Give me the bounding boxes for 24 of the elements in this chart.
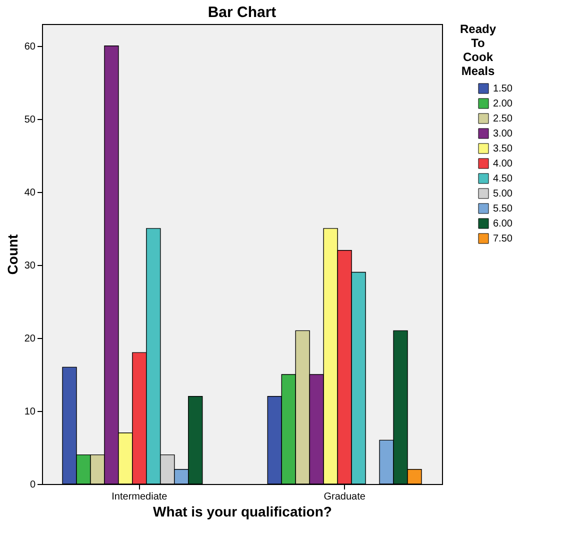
y-axis-title: Count <box>4 234 20 275</box>
legend-label: 6.00 <box>493 218 513 230</box>
legend-label: 5.50 <box>493 204 513 214</box>
y-tick-label: 60 <box>24 41 36 52</box>
legend-title: Ready To Cook Meals <box>460 22 496 78</box>
y-tick-label: 30 <box>24 260 36 272</box>
y-tick-label: 10 <box>24 406 36 418</box>
legend-label: 3.50 <box>493 144 513 154</box>
legend-label: 5.00 <box>493 188 513 200</box>
y-tick-label: 0 <box>30 480 36 490</box>
x-tick-label: Intermediate <box>112 492 168 502</box>
y-tick-label: 50 <box>24 114 36 126</box>
x-axis-title: What is your qualification? <box>153 504 332 520</box>
legend-label: 2.50 <box>493 114 513 124</box>
y-tick-label: 20 <box>24 333 36 344</box>
legend-label: 7.50 <box>493 234 513 244</box>
legend-label: 3.00 <box>493 128 513 140</box>
chart-title: Bar Chart <box>208 4 276 21</box>
legend-label: 4.00 <box>493 158 513 170</box>
legend-label: 4.50 <box>493 174 513 184</box>
legend-label: 1.50 <box>493 84 513 94</box>
x-tick-label: Graduate <box>324 492 366 502</box>
legend-label: 2.00 <box>493 98 513 110</box>
y-tick-label: 40 <box>24 187 36 198</box>
